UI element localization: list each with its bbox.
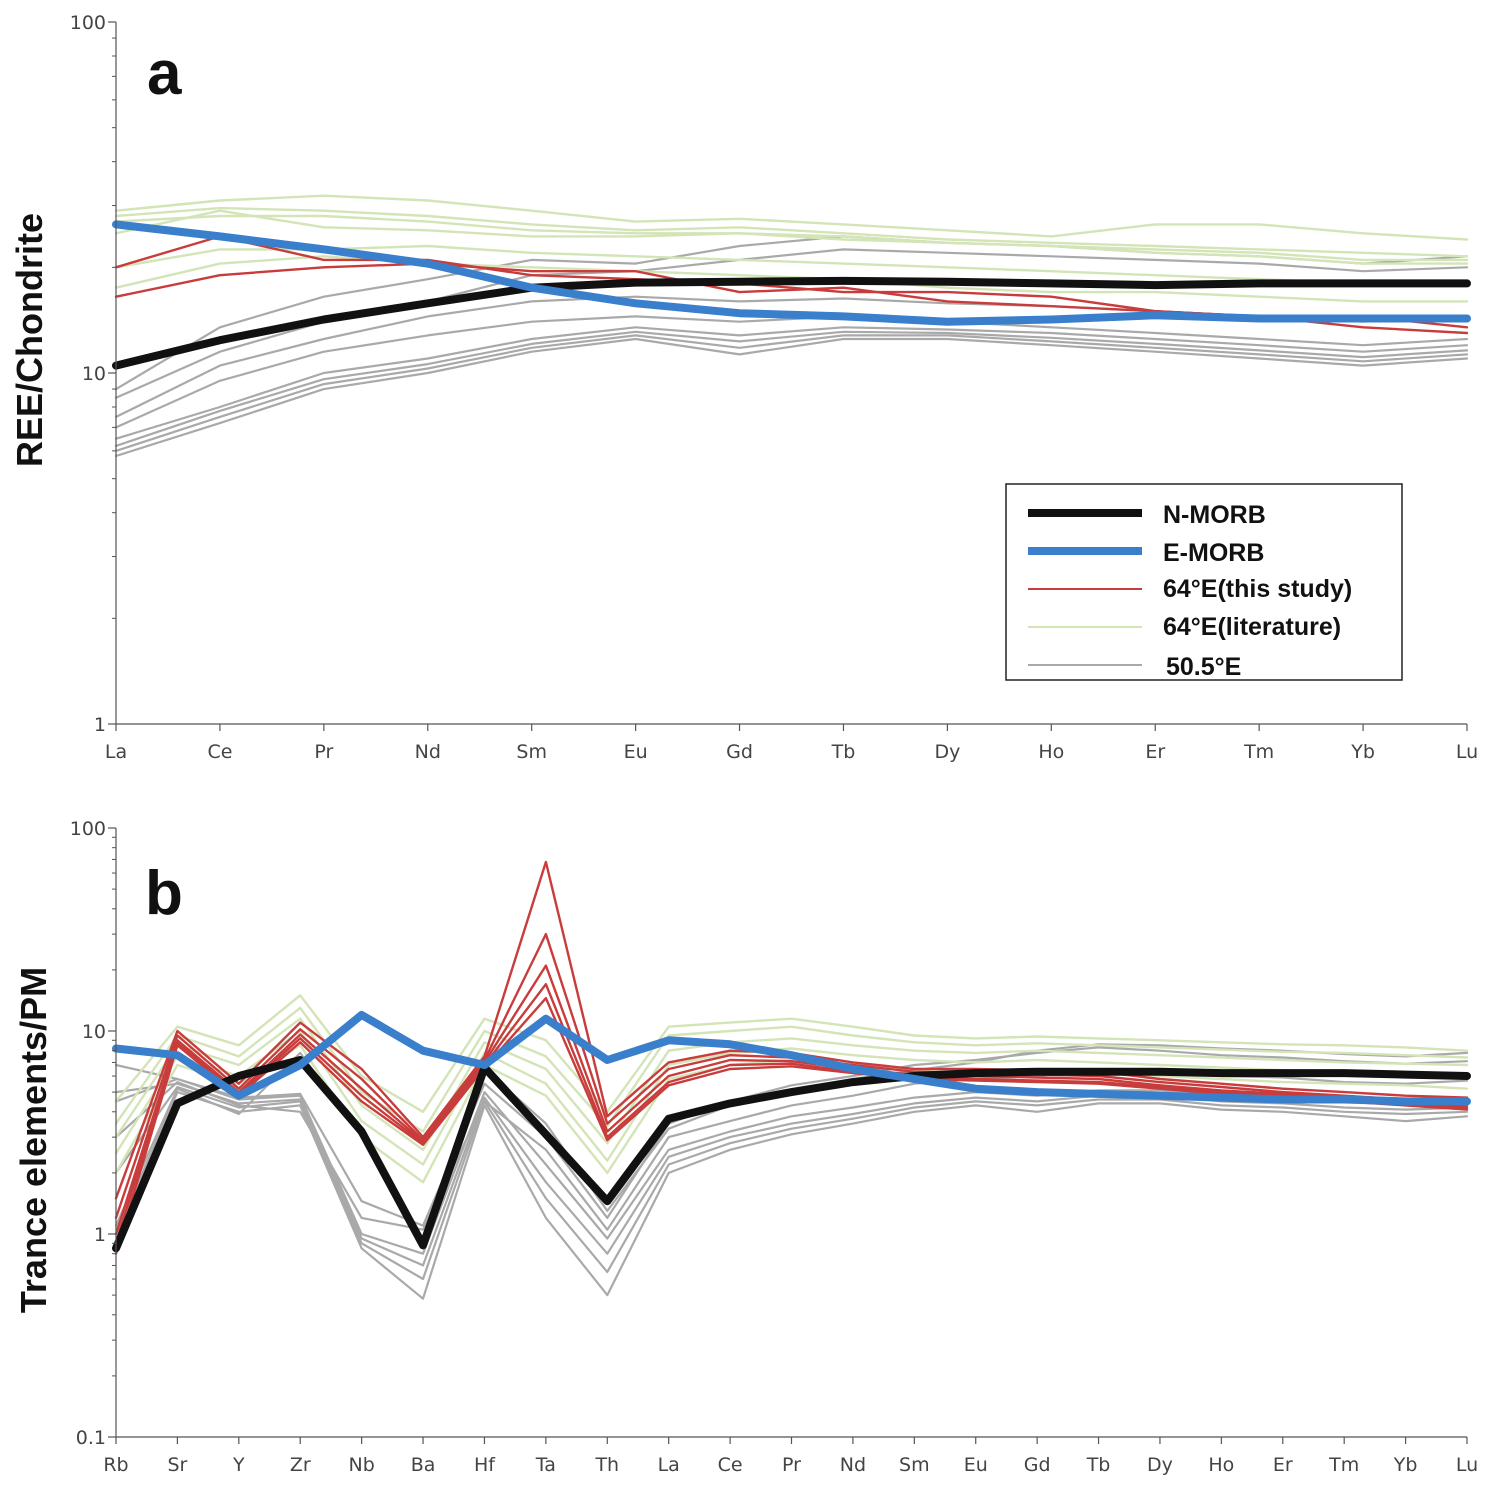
x-tick-label-y: Y — [232, 1454, 245, 1476]
x-tick-label-ta: Ta — [535, 1454, 556, 1476]
x-tick-label-ho: Ho — [1208, 1454, 1234, 1476]
x-tick-label-er: Er — [1273, 1454, 1293, 1476]
x-tick-label-ba: Ba — [411, 1454, 436, 1476]
legend: N-MORB E-MORB 64°E(this study) 64°E(lite… — [1005, 483, 1403, 681]
y-tick-label: 0.1 — [76, 1427, 106, 1449]
y-tick-label: 100 — [70, 818, 106, 840]
x-tick-label-gd: Gd — [726, 741, 753, 763]
panel-letter-a: a — [147, 39, 182, 108]
series-line-64e-literature-10 — [114, 1029, 1469, 1166]
series-line-64e-literature-10 — [114, 214, 1469, 262]
axes-a: 1 10 100 La Ce Pr Nd Sm Eu Gd Tb Dy Ho Er Tm Yb Lu — [70, 12, 1478, 763]
legend-label-64e-literature: 64°E(literature) — [1163, 613, 1341, 641]
series-line-64e-literature-8 — [114, 194, 1469, 241]
series-line-n-morb-17 — [112, 1056, 1471, 1253]
panel-letter-b: b — [145, 859, 183, 928]
legend-label-64e-this-study: 64°E(this study) — [1163, 575, 1352, 603]
x-tick-label-nd: Nd — [840, 1454, 866, 1476]
series-line-50-5e-5 — [114, 1046, 1469, 1227]
series-line-64e-literature-7 — [114, 994, 1469, 1114]
x-tick-label-dy: Dy — [1147, 1454, 1173, 1476]
y-tick-label: 1 — [94, 714, 106, 736]
series-lines-a — [112, 194, 1471, 458]
x-tick-label-ce: Ce — [718, 1454, 743, 1476]
x-tick-label-dy: Dy — [934, 741, 960, 763]
series-line-50-5e-0 — [114, 337, 1469, 458]
y-axis-label-b: Trance elements/PM — [13, 967, 54, 1313]
x-tick-label-la: La — [658, 1454, 680, 1476]
y-tick-label: 100 — [70, 12, 106, 34]
series-line-50-5e-1 — [114, 1085, 1469, 1281]
series-line-n-morb-16 — [112, 276, 1471, 370]
x-tick-label-hf: Hf — [474, 1454, 496, 1476]
x-tick-label-eu: Eu — [964, 1454, 988, 1476]
x-tick-label-sm: Sm — [899, 1454, 930, 1476]
series-line-64e-literature-13 — [114, 255, 1469, 303]
x-tick-label-ce: Ce — [207, 741, 232, 763]
y-tick-label: 10 — [82, 363, 106, 385]
x-tick-label-sr: Sr — [167, 1454, 187, 1476]
panel-a: 1 10 100 La Ce Pr Nd Sm Eu Gd Tb Dy Ho Er Tm Yb Lu a REE… — [9, 12, 1478, 763]
x-tick-label-nb: Nb — [348, 1454, 374, 1476]
x-tick-label-yb: Yb — [1393, 1454, 1418, 1476]
series-line-50-5e-0 — [114, 1090, 1469, 1300]
x-tick-label-tb: Tb — [831, 741, 856, 763]
legend-label-50-5e: 50.5°E — [1166, 653, 1241, 681]
x-tick-label-yb: Yb — [1350, 741, 1375, 763]
x-tick-label-tb: Tb — [1086, 1454, 1111, 1476]
x-tick-label-eu: Eu — [624, 741, 648, 763]
series-line-50-5e-3 — [114, 326, 1469, 440]
series-line-50-5e-2 — [114, 330, 1469, 447]
x-tick-label-nd: Nd — [415, 741, 441, 763]
series-line-64e-literature-9 — [114, 206, 1469, 258]
x-tick-label-ho: Ho — [1038, 741, 1064, 763]
x-tick-label-pr: Pr — [314, 741, 333, 763]
series-line-64e-this-study-15 — [114, 983, 1469, 1245]
series-line-e-morb-18 — [112, 1010, 1471, 1106]
x-tick-label-tm: Tm — [1328, 1454, 1359, 1476]
y-tick-label: 1 — [94, 1224, 106, 1246]
y-tick-label: 10 — [82, 1021, 106, 1043]
x-tick-label-sm: Sm — [516, 741, 547, 763]
x-tick-label-zr: Zr — [290, 1454, 311, 1476]
legend-label-e-morb: E-MORB — [1163, 539, 1264, 567]
x-tick-label-lu: Lu — [1456, 1454, 1478, 1476]
axes-b: 0.1 1 10 100 Rb Sr Y Zr Nb Ba Hf Ta Th La Ce Pr Nd Sm Eu Gd… — [70, 818, 1478, 1476]
panel-b: 0.1 1 10 100 Rb Sr Y Zr Nb Ba Hf Ta Th La Ce Pr Nd Sm Eu Gd… — [13, 818, 1478, 1476]
series-lines-b — [112, 860, 1471, 1300]
x-tick-label-tm: Tm — [1243, 741, 1274, 763]
series-line-e-morb-17 — [112, 220, 1471, 326]
x-tick-label-pr: Pr — [782, 1454, 801, 1476]
y-axis-label-a: REE/Chondrite — [9, 213, 50, 467]
legend-label-n-morb: N-MORB — [1163, 501, 1266, 529]
series-line-50-5e-4 — [114, 315, 1469, 429]
x-tick-label-th: Th — [594, 1454, 619, 1476]
series-line-64e-literature-8 — [114, 1006, 1469, 1133]
x-tick-label-rb: Rb — [103, 1454, 128, 1476]
x-tick-label-lu: Lu — [1456, 741, 1478, 763]
series-line-64e-this-study-14 — [114, 964, 1469, 1236]
series-line-50-5e-1 — [114, 334, 1469, 452]
x-tick-label-er: Er — [1145, 741, 1165, 763]
series-line-64e-literature-11 — [114, 209, 1469, 265]
x-tick-label-gd: Gd — [1024, 1454, 1051, 1476]
x-tick-label-la: La — [105, 741, 127, 763]
